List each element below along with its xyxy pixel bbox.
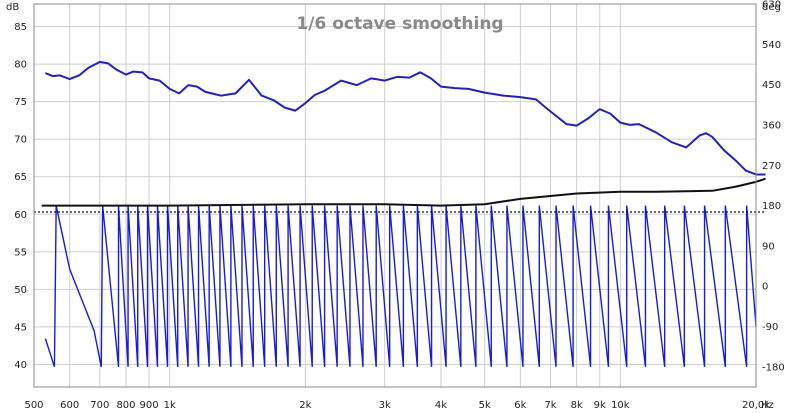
x-tick-label: 10k [611, 400, 630, 411]
x-tick-label: 900 [139, 400, 158, 411]
y-right-tick-label: -90 [762, 322, 778, 333]
y-right-tick-label: 540 [762, 40, 781, 51]
x-tick-label: 600 [60, 400, 79, 411]
series-layer [34, 60, 766, 368]
y-left-tick-label: 55 [14, 247, 27, 258]
plot-frame [33, 3, 757, 388]
y-right-tick-label: 360 [762, 120, 781, 131]
x-tick-label: 500 [24, 400, 43, 411]
grid-lines [33, 4, 757, 387]
x-tick-label: 6k [514, 400, 526, 411]
x-tick-label: 9k [594, 400, 606, 411]
y-right-tick-label: 0 [762, 282, 768, 293]
x-tick-label: 7k [544, 400, 556, 411]
y-left-tick-label: 80 [14, 60, 27, 71]
y-left-tick-label: 50 [14, 285, 27, 296]
x-tick-label: 3k [379, 400, 391, 411]
y-tick-labels: 85 80 75 70 65 60 55 50 45 40 630 540 450 360 270 180 90… [14, 0, 784, 373]
y-right-tick-label: 630 [762, 0, 781, 11]
chart-title: 1/6 octave smoothing [296, 14, 503, 34]
y-right-tick-label: -180 [762, 362, 785, 373]
spl-line [45, 60, 766, 176]
x-tick-labels: 500 600 700 800 900 1k 2k 3k 4k 5k 6k 7k 8k 9k 10k 20,0… [24, 400, 770, 411]
y-right-tick-label: 270 [762, 161, 781, 172]
y-left-tick-label: 45 [14, 322, 27, 333]
y-right-tick-label: 180 [762, 201, 781, 212]
x-tick-label: 800 [116, 400, 135, 411]
x-axis-unit: Hz [761, 400, 774, 411]
y-left-tick-label: 65 [14, 172, 27, 183]
y-left-tick-label: 75 [14, 97, 27, 108]
x-tick-label: 20,0k [742, 400, 770, 411]
x-tick-label: 2k [299, 400, 311, 411]
y-left-unit: dB [6, 2, 19, 13]
y-left-tick-label: 85 [14, 22, 27, 33]
x-tick-label: 5k [479, 400, 491, 411]
y-left-tick-label: 70 [14, 135, 27, 146]
x-tick-label: 4k [435, 400, 447, 411]
x-tick-label: 700 [90, 400, 109, 411]
x-tick-label: 8k [571, 400, 583, 411]
y-right-unit: deg [762, 2, 781, 13]
y-left-tick-label: 40 [14, 360, 27, 371]
x-tick-label: 1k [164, 400, 176, 411]
phase-line [44, 205, 757, 368]
y-right-tick-label: 90 [762, 241, 775, 252]
y-left-tick-label: 60 [14, 210, 27, 221]
group-delay-line [41, 177, 766, 207]
y-right-tick-label: 450 [762, 80, 781, 91]
